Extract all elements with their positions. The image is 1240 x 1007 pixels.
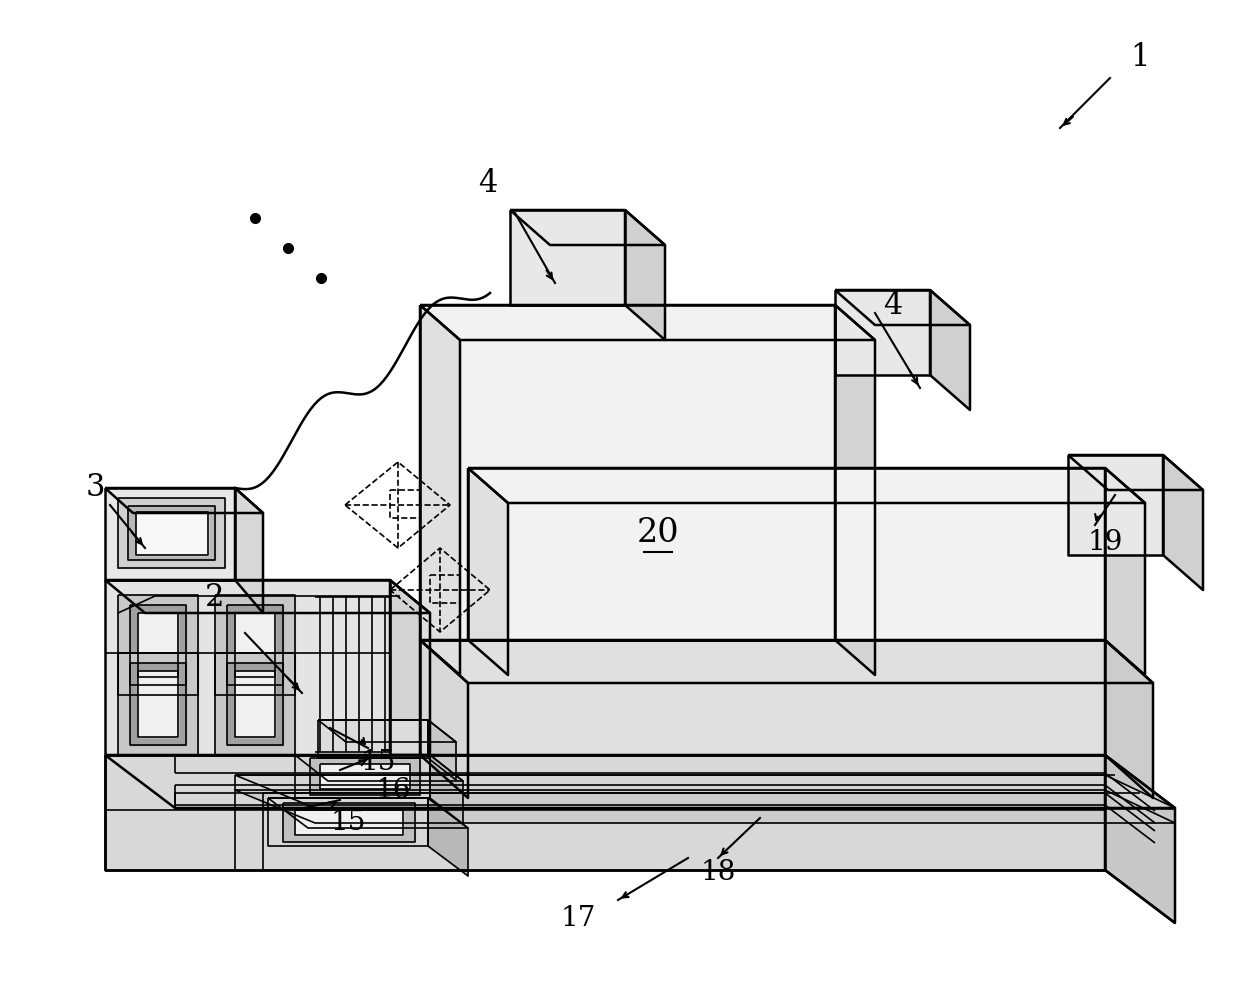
Polygon shape [510, 210, 665, 245]
Text: 4: 4 [479, 167, 497, 198]
Polygon shape [467, 468, 1105, 640]
Polygon shape [310, 758, 420, 795]
Text: 18: 18 [701, 860, 735, 886]
Polygon shape [105, 755, 1176, 808]
Text: 16: 16 [376, 776, 410, 804]
Text: 2: 2 [206, 582, 224, 613]
Polygon shape [236, 790, 1176, 823]
Polygon shape [320, 764, 410, 789]
Polygon shape [295, 755, 430, 798]
Polygon shape [236, 775, 1176, 808]
Polygon shape [236, 488, 263, 613]
Text: 15: 15 [361, 748, 396, 775]
Text: 4: 4 [883, 289, 903, 320]
Text: 15: 15 [330, 809, 366, 836]
Text: 19: 19 [1087, 530, 1122, 557]
Polygon shape [118, 653, 198, 755]
Polygon shape [1068, 455, 1163, 555]
Polygon shape [105, 580, 430, 613]
Polygon shape [295, 755, 463, 781]
Polygon shape [236, 671, 275, 737]
Polygon shape [236, 613, 275, 677]
Polygon shape [130, 605, 186, 685]
Polygon shape [420, 305, 835, 640]
Polygon shape [105, 488, 263, 513]
Polygon shape [215, 595, 295, 695]
Polygon shape [105, 488, 236, 580]
Polygon shape [835, 290, 930, 375]
Polygon shape [215, 653, 295, 755]
Polygon shape [428, 720, 456, 780]
Polygon shape [391, 580, 430, 755]
Polygon shape [467, 468, 1145, 504]
Polygon shape [625, 210, 665, 340]
Polygon shape [105, 580, 391, 755]
Polygon shape [420, 305, 460, 675]
Polygon shape [1068, 455, 1203, 490]
Text: 20: 20 [636, 517, 680, 549]
Polygon shape [317, 720, 428, 758]
Polygon shape [118, 595, 198, 695]
Polygon shape [430, 755, 463, 824]
Polygon shape [136, 512, 208, 555]
Polygon shape [428, 798, 467, 876]
Polygon shape [268, 798, 467, 828]
Polygon shape [138, 613, 179, 677]
Polygon shape [835, 305, 875, 675]
Polygon shape [118, 498, 224, 568]
Polygon shape [138, 671, 179, 737]
Polygon shape [420, 640, 467, 798]
Text: 17: 17 [560, 904, 595, 931]
Polygon shape [283, 803, 415, 842]
Polygon shape [317, 720, 456, 742]
Polygon shape [130, 663, 186, 745]
Text: 3: 3 [86, 472, 104, 504]
Polygon shape [420, 640, 1153, 683]
Polygon shape [1105, 468, 1145, 675]
Polygon shape [1105, 755, 1176, 923]
Polygon shape [420, 640, 1105, 755]
Polygon shape [467, 468, 508, 675]
Polygon shape [1105, 640, 1153, 798]
Polygon shape [128, 506, 215, 560]
Polygon shape [1163, 455, 1203, 590]
Polygon shape [227, 605, 283, 685]
Polygon shape [420, 305, 875, 340]
Polygon shape [227, 663, 283, 745]
Polygon shape [295, 810, 403, 835]
Polygon shape [510, 210, 625, 305]
Polygon shape [105, 755, 1105, 870]
Polygon shape [930, 290, 970, 410]
Polygon shape [835, 290, 970, 325]
Text: 1: 1 [1130, 42, 1149, 74]
Polygon shape [268, 798, 428, 846]
